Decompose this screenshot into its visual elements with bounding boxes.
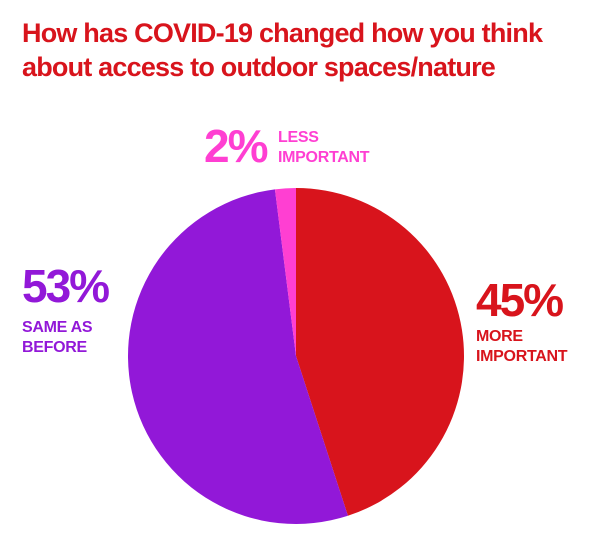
- category-label: MORE IMPORTANT: [476, 328, 568, 365]
- value-label: 2%: [204, 120, 269, 172]
- pie-slice: [296, 188, 464, 516]
- value-label: 45%: [476, 274, 564, 326]
- pie-slice: [127, 189, 348, 524]
- pie-slice: [274, 188, 296, 356]
- category-label: LESS IMPORTANT: [278, 129, 370, 166]
- chart-title: How has COVID-19 changed how you think a…: [22, 18, 543, 82]
- category-label: SAME AS BEFORE: [22, 319, 93, 356]
- value-label: 53%: [22, 260, 110, 312]
